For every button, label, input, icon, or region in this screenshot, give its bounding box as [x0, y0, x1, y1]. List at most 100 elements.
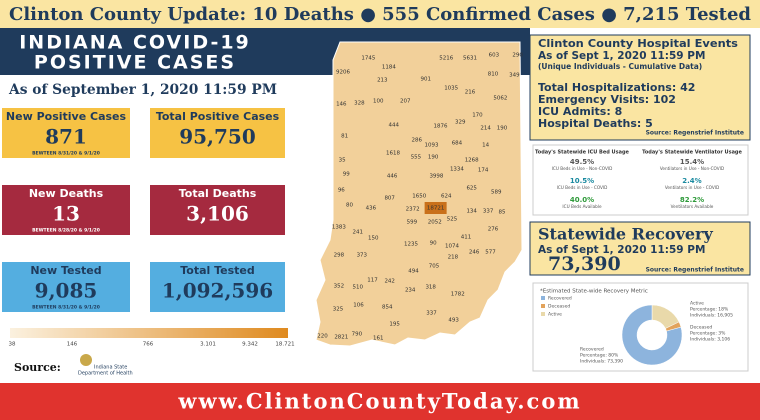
county-label: 625 — [466, 186, 477, 192]
slice-individuals: Individuals: 3,106 — [690, 337, 730, 343]
county-label: 555 — [411, 155, 422, 161]
county-label: 1235 — [404, 242, 418, 248]
county-label: 134 — [466, 209, 477, 215]
metric-title: *Estimated State-wide Recovery Metric — [540, 289, 648, 295]
county-label: 325 — [333, 307, 344, 313]
county-label: 195 — [389, 322, 400, 328]
legend: 38 146 766 3.101 9.342 18.721 — [9, 342, 295, 348]
county-label: 2372 — [406, 207, 420, 213]
legend-swatch — [541, 304, 545, 308]
stat-label: Total Tested — [180, 264, 255, 277]
county-label: 174 — [478, 168, 489, 174]
legend-tick: 3.101 — [200, 342, 216, 348]
county-label: 213 — [377, 78, 388, 84]
county-label: 290 — [512, 53, 523, 59]
county-label: 100 — [373, 99, 384, 105]
county-label: 790 — [352, 332, 363, 338]
stat-value: 3,106 — [186, 202, 249, 226]
county-label: 106 — [353, 303, 364, 309]
recovery-title: Statewide Recovery — [538, 225, 713, 244]
usage-value: 15.4% — [680, 158, 704, 166]
county-label: 99 — [343, 172, 350, 178]
county-label: 1268 — [465, 158, 479, 164]
stat-box — [150, 185, 285, 235]
county-label: 352 — [334, 284, 345, 290]
slice-individuals: Individuals: 73,390 — [580, 359, 623, 365]
hospital-line: Emergency Visits: 102 — [538, 93, 676, 106]
county-label: 329 — [455, 120, 466, 126]
county-label: 684 — [452, 141, 463, 147]
hospital-box — [529, 34, 751, 141]
county-label: 318 — [425, 285, 436, 291]
county-label: 589 — [491, 190, 502, 196]
county-label: 190 — [428, 155, 439, 161]
usage-title: Today's Statewide Ventilator Usage — [642, 150, 742, 156]
hospital-line: Total Hospitalizations: 42 — [538, 81, 695, 94]
donut-slice — [621, 304, 683, 366]
stats: New Positive Cases 871 BEWTEEN 8/31/20 & 9… — [2, 108, 285, 312]
county-label: 3998 — [429, 174, 443, 180]
as-of: As of September 1, 2020 11:59 PM — [8, 82, 277, 98]
county-label: 599 — [407, 220, 418, 226]
stat-value: 1,092,596 — [162, 279, 273, 303]
county-label: 1334 — [450, 167, 464, 173]
county-label: 9206 — [336, 70, 350, 76]
hospital-as-of: As of Sept 1, 2020 11:59 PM — [538, 50, 705, 62]
county-label: 1074 — [445, 244, 459, 250]
county-label: 14 — [482, 143, 489, 149]
county-label: 190 — [497, 126, 508, 132]
usage: Today's Statewide ICU Bed Usage49.5%ICU … — [535, 150, 742, 210]
stat-note: BEWTEEN 8/31/20 & 9/1/20 — [32, 305, 100, 311]
stat-note: BEWTEEN 8/28/20 & 9/1/20 — [32, 228, 100, 234]
hospital-title: Clinton County Hospital Events — [538, 37, 738, 50]
source-label: Source: — [14, 361, 61, 374]
usage-label: Ventilators Available — [671, 204, 714, 209]
county-label: 1782 — [451, 292, 465, 298]
slice-name: Deceased — [690, 325, 712, 331]
indiana-map — [315, 41, 523, 347]
county-label: 207 — [400, 99, 411, 105]
slice-percentage: Percentage: 18% — [690, 307, 729, 313]
county-label: 436 — [366, 206, 377, 212]
legend-tick: 38 — [9, 342, 16, 348]
county-label: 276 — [488, 227, 499, 233]
usage-value: 49.5% — [570, 158, 594, 166]
stat-box — [150, 108, 285, 158]
county-label: 35 — [339, 158, 346, 164]
county-label: 1650 — [412, 194, 426, 200]
legend-tick: 146 — [67, 342, 78, 348]
stat-value: 9,085 — [35, 279, 98, 303]
usage-label: Ventilators in Use - Non-COVID — [660, 166, 724, 171]
stat-box — [2, 262, 130, 312]
stat-box — [2, 185, 130, 235]
stat-note: BEWTEEN 8/31/20 & 9/1/20 — [32, 151, 100, 157]
county-label: 5216 — [439, 56, 453, 62]
legend-tick: 18.721 — [275, 342, 294, 348]
county-label: 170 — [472, 113, 483, 119]
county-label: 1618 — [386, 151, 400, 157]
recovery-as-of: As of Sept 1, 2020 11:59 PM — [538, 244, 705, 256]
county-labels: 9206 1745 1184 5216 5631 603 290 213 901 810 349 10… — [317, 53, 523, 342]
county-label: 18721 — [427, 206, 445, 212]
slice-individuals: Individuals: 16,905 — [690, 313, 733, 319]
logo-text: Department of Health — [78, 371, 133, 377]
hospital-line: Hospital Deaths: 5 — [538, 117, 653, 130]
county-label: 234 — [405, 288, 416, 294]
county-label: 298 — [334, 253, 345, 259]
county-highlight — [424, 202, 447, 214]
slice-name: Recovered — [580, 347, 604, 353]
county-label: 807 — [384, 196, 395, 202]
county-label: 603 — [489, 53, 500, 59]
recovery-box — [529, 221, 751, 276]
county-label: 446 — [387, 174, 398, 180]
county-label: 286 — [412, 138, 423, 144]
county-label: 337 — [426, 311, 437, 317]
county-label: 5631 — [463, 56, 477, 62]
stat-label: Total Deaths — [179, 187, 257, 200]
legend-name: Deceased — [548, 304, 570, 310]
usage-value: 40.0% — [570, 196, 594, 204]
county-label: 150 — [368, 236, 379, 242]
slice-name: Active — [690, 301, 704, 307]
recovery-source: Source: Regenstrief Institute — [646, 267, 744, 274]
